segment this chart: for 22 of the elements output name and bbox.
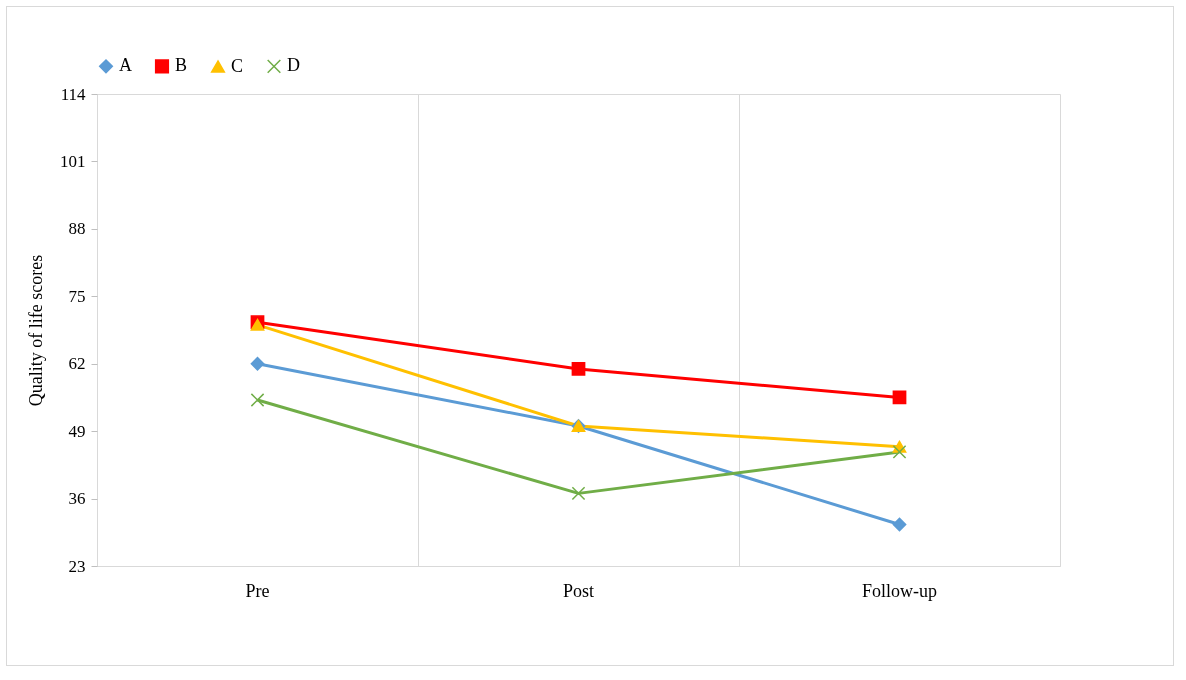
point (571, 362, 586, 376)
point (250, 356, 265, 371)
y-tick-label: 36 (68, 489, 86, 509)
legend-label: A (119, 55, 132, 76)
point (250, 393, 265, 407)
x-tick-label: Pre (245, 580, 270, 601)
y-tick-label: 101 (60, 151, 86, 171)
y-tick-label: 88 (68, 219, 86, 239)
point (892, 390, 907, 405)
point (892, 517, 907, 532)
legend-label: D (287, 55, 300, 76)
y-tick-label: 114 (60, 84, 86, 104)
y-axis-title: Quality of life scores (26, 254, 46, 407)
y-tick-label: 75 (68, 286, 86, 306)
point (571, 486, 586, 501)
y-tick-label: 23 (68, 556, 86, 576)
x-tick-label: Post (562, 580, 595, 601)
legend-label: B (175, 55, 188, 76)
x-tick-label: Follow-up (861, 580, 938, 601)
legend-label: C (231, 55, 244, 76)
y-tick-label: 62 (68, 354, 86, 374)
y-tick-label: 49 (68, 421, 86, 441)
